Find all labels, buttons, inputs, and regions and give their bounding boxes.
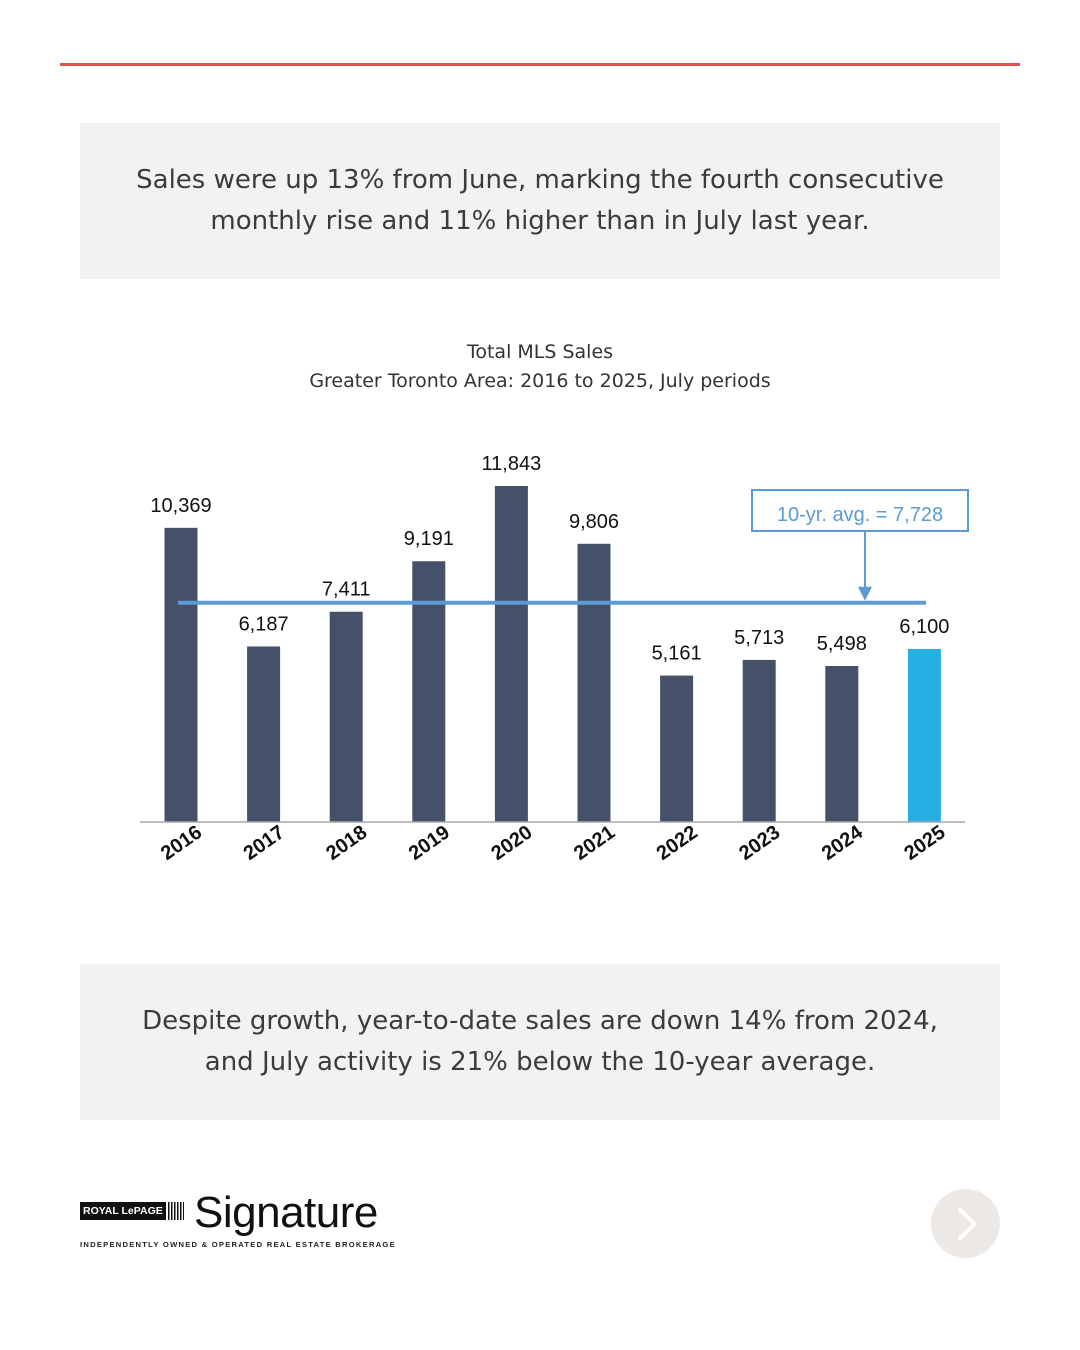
bar-2025	[907, 648, 941, 822]
category-label-2022: 2022	[653, 821, 702, 865]
category-label-2023: 2023	[735, 821, 784, 865]
value-label-2024: 5,498	[817, 633, 867, 655]
top-callout: Sales were up 13% from June, marking the…	[80, 123, 1000, 279]
bar-2022	[660, 675, 694, 822]
average-annotation-arrowhead	[858, 586, 872, 601]
value-label-2020: 11,843	[482, 453, 542, 475]
bar-2020	[494, 486, 528, 822]
royal-lepage-logo: ROYAL LePAGE	[80, 1198, 184, 1224]
value-label-2017: 6,187	[239, 613, 289, 635]
category-label-2021: 2021	[570, 821, 619, 865]
value-label-2021: 9,806	[569, 511, 619, 533]
value-label-2018: 7,411	[322, 579, 371, 601]
chart-title: Total MLS Sales	[466, 341, 614, 363]
brand-logo: ROYAL LePAGE Signature INDEPENDENTLY OWN…	[80, 1188, 420, 1254]
bar-chart: 10,369 2016 6,187 2017 7,411 2018 9,191 2019 11,…	[140, 453, 969, 865]
category-label-2018: 2018	[322, 821, 371, 865]
category-label-2025: 2025	[900, 821, 949, 865]
value-label-2023: 5,713	[734, 627, 784, 649]
bar-2017	[247, 646, 281, 822]
brand-tagline: INDEPENDENTLY OWNED & OPERATED REAL ESTA…	[80, 1240, 396, 1249]
bottom-callout-text: Despite growth, year-to-date sales are d…	[142, 1006, 938, 1077]
category-label-2024: 2024	[818, 821, 868, 865]
category-label-2019: 2019	[405, 821, 454, 865]
value-label-2025: 6,100	[899, 616, 949, 638]
value-label-2016: 10,369	[150, 495, 211, 517]
signature-wordmark: Signature	[194, 1188, 378, 1237]
bar-2018	[329, 611, 363, 822]
value-label-2022: 5,161	[652, 643, 702, 665]
royal-lepage-wordmark: ROYAL LePAGE	[80, 1202, 166, 1220]
bar-2016	[164, 527, 198, 822]
category-label-2016: 2016	[157, 821, 206, 865]
chart-subtitle: Greater Toronto Area: 2016 to 2025, July…	[309, 370, 771, 392]
category-label-2020: 2020	[487, 821, 536, 865]
average-annotation-box	[751, 489, 969, 532]
bottom-callout: Despite growth, year-to-date sales are d…	[80, 964, 1000, 1120]
chart-titles: Total MLS Sales Greater Toronto Area: 20…	[0, 338, 1080, 396]
bar-2021	[577, 543, 611, 822]
next-button[interactable]	[931, 1189, 1000, 1258]
bar-2023	[742, 659, 776, 822]
top-callout-text: Sales were up 13% from June, marking the…	[136, 165, 944, 236]
logo-stripes	[167, 1202, 184, 1220]
bar-2019	[412, 561, 446, 822]
average-annotation-label: 10-yr. avg. = 7,728	[777, 504, 943, 526]
bar-2024	[825, 666, 859, 822]
category-label-2017: 2017	[240, 821, 289, 865]
top-accent-rule	[60, 63, 1020, 66]
value-label-2019: 9,191	[404, 528, 454, 550]
chevron-right-icon	[957, 1207, 977, 1240]
